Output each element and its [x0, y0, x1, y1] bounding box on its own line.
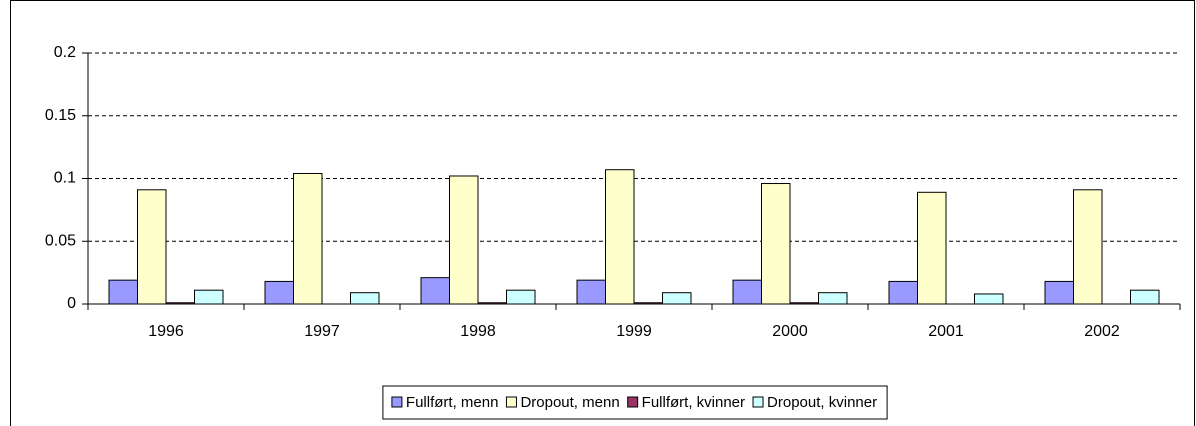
bar	[137, 189, 167, 305]
legend-label: Fullført, menn	[406, 394, 499, 411]
legend-swatch	[391, 396, 403, 408]
x-tick-label: 2001	[928, 323, 964, 340]
bar	[264, 280, 294, 305]
y-tick-label: 0.15	[45, 107, 76, 124]
x-tick-label: 1999	[616, 323, 652, 340]
bar	[1044, 280, 1074, 305]
legend: Fullført, menn Dropout, menn Fullført, kvi…	[382, 385, 888, 420]
bar	[1130, 289, 1160, 305]
bar	[662, 292, 692, 305]
bar	[974, 293, 1004, 305]
legend-swatch	[627, 396, 639, 408]
legend-label: Dropout, menn	[520, 394, 619, 411]
bar	[1073, 189, 1103, 305]
legend-label: Dropout, kvinner	[767, 394, 877, 411]
bar	[605, 169, 635, 305]
y-tick-label: 0.2	[54, 44, 76, 61]
legend-label: Fullført, kvinner	[642, 394, 745, 411]
bar	[732, 279, 762, 305]
legend-swatch	[752, 396, 764, 408]
y-tick-label: 0.05	[45, 232, 76, 249]
x-tick-label: 1998	[460, 323, 496, 340]
bar	[761, 183, 791, 305]
bar	[888, 280, 918, 305]
bar	[449, 175, 479, 305]
x-tick-label: 2002	[1084, 323, 1120, 340]
bar	[108, 279, 138, 305]
chart-frame	[10, 0, 1195, 426]
bar	[350, 292, 380, 305]
y-tick-label: 0	[67, 295, 76, 312]
bar	[818, 292, 848, 305]
bar	[293, 172, 323, 305]
y-tick-label: 0.1	[54, 170, 76, 187]
bar	[194, 289, 224, 305]
legend-swatch	[505, 396, 517, 408]
x-tick-label: 1997	[304, 323, 340, 340]
x-tick-label: 2000	[772, 323, 808, 340]
bar	[506, 289, 536, 305]
x-tick-label: 1996	[148, 323, 184, 340]
bar	[420, 277, 450, 305]
bar	[917, 191, 947, 305]
bar	[576, 279, 606, 305]
